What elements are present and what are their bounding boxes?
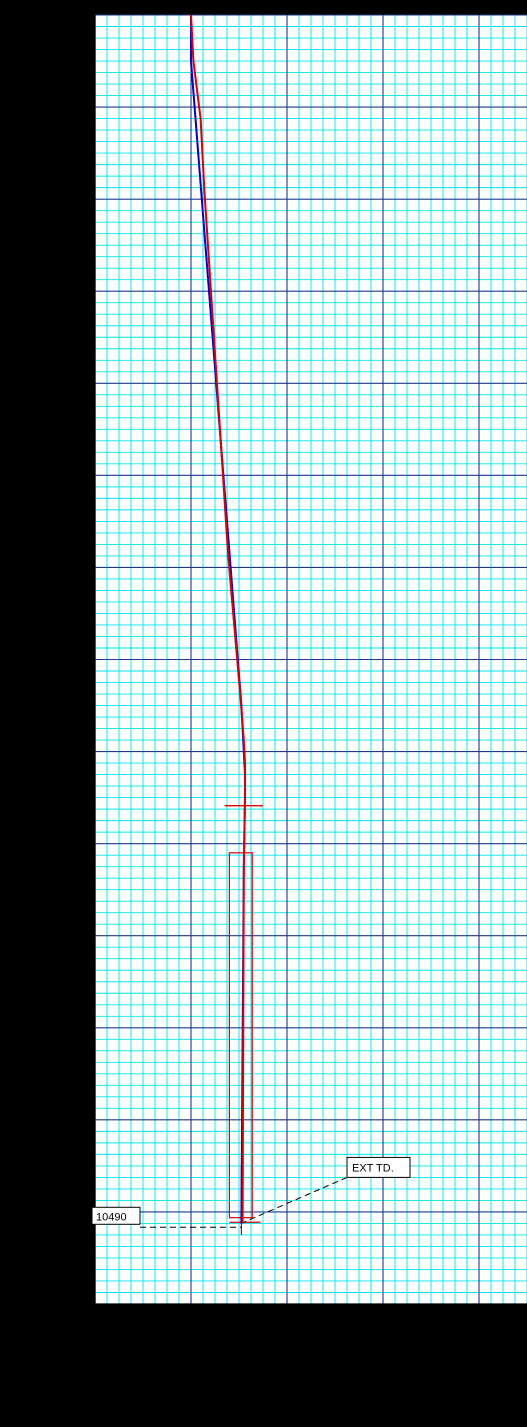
y-tick-label: 4000 — [56, 468, 83, 482]
y-tick-label: 5600 — [56, 653, 83, 667]
y-tick-label: 3200 — [56, 376, 83, 390]
y-tick-label: 9600 — [56, 1113, 83, 1127]
x-tick-label: 800 — [277, 1322, 297, 1336]
annotation-box-ext-td — [346, 1156, 411, 1178]
series — [190, 14, 246, 1224]
y-tick-label: 0 — [76, 8, 83, 22]
annotation-box-depth — [91, 1206, 141, 1225]
y-tick-label: 7200 — [56, 837, 83, 851]
x-tick-label: 0 — [188, 1322, 195, 1336]
annotations: 10490 EXT TD. — [91, 1156, 411, 1228]
y-tick-label: 1600 — [56, 192, 83, 206]
annotation-leader-ext-td — [243, 1176, 348, 1223]
y-tick-label: 8000 — [56, 929, 83, 943]
series-line-2 — [190, 14, 246, 1224]
annotation-label-ext-td: EXT TD. — [352, 1162, 394, 1174]
x-tick-label: -800 — [83, 1322, 107, 1336]
y-tick-label: 11200 — [51, 1297, 84, 1311]
y-axis-label: True Vertical Depth (1600 ft/in) — [15, 571, 30, 748]
x-ticks: -800 0 800 1600 2400 — [83, 1304, 527, 1336]
y-ticks: 0 800 1600 2400 3200 4000 4800 5600 6400 7200 8000… — [50, 8, 95, 1311]
x-tick-label: 1600 — [370, 1322, 397, 1336]
y-tick-label: 2400 — [56, 284, 83, 298]
y-tick-label: 8800 — [56, 1021, 83, 1035]
annotation-label-depth: 10490 — [96, 1211, 127, 1223]
y-tick-label: 4800 — [56, 560, 83, 574]
y-tick-label: 800 — [63, 100, 83, 114]
y-tick-label: 10400 — [50, 1205, 84, 1219]
y-tick-label: 6400 — [56, 745, 83, 759]
x-axis-label: Vertical Section at 148.07° (1600 ft/in) — [192, 1356, 410, 1371]
x-tick-label: 2400 — [466, 1322, 493, 1336]
major-grid — [94, 14, 527, 1305]
